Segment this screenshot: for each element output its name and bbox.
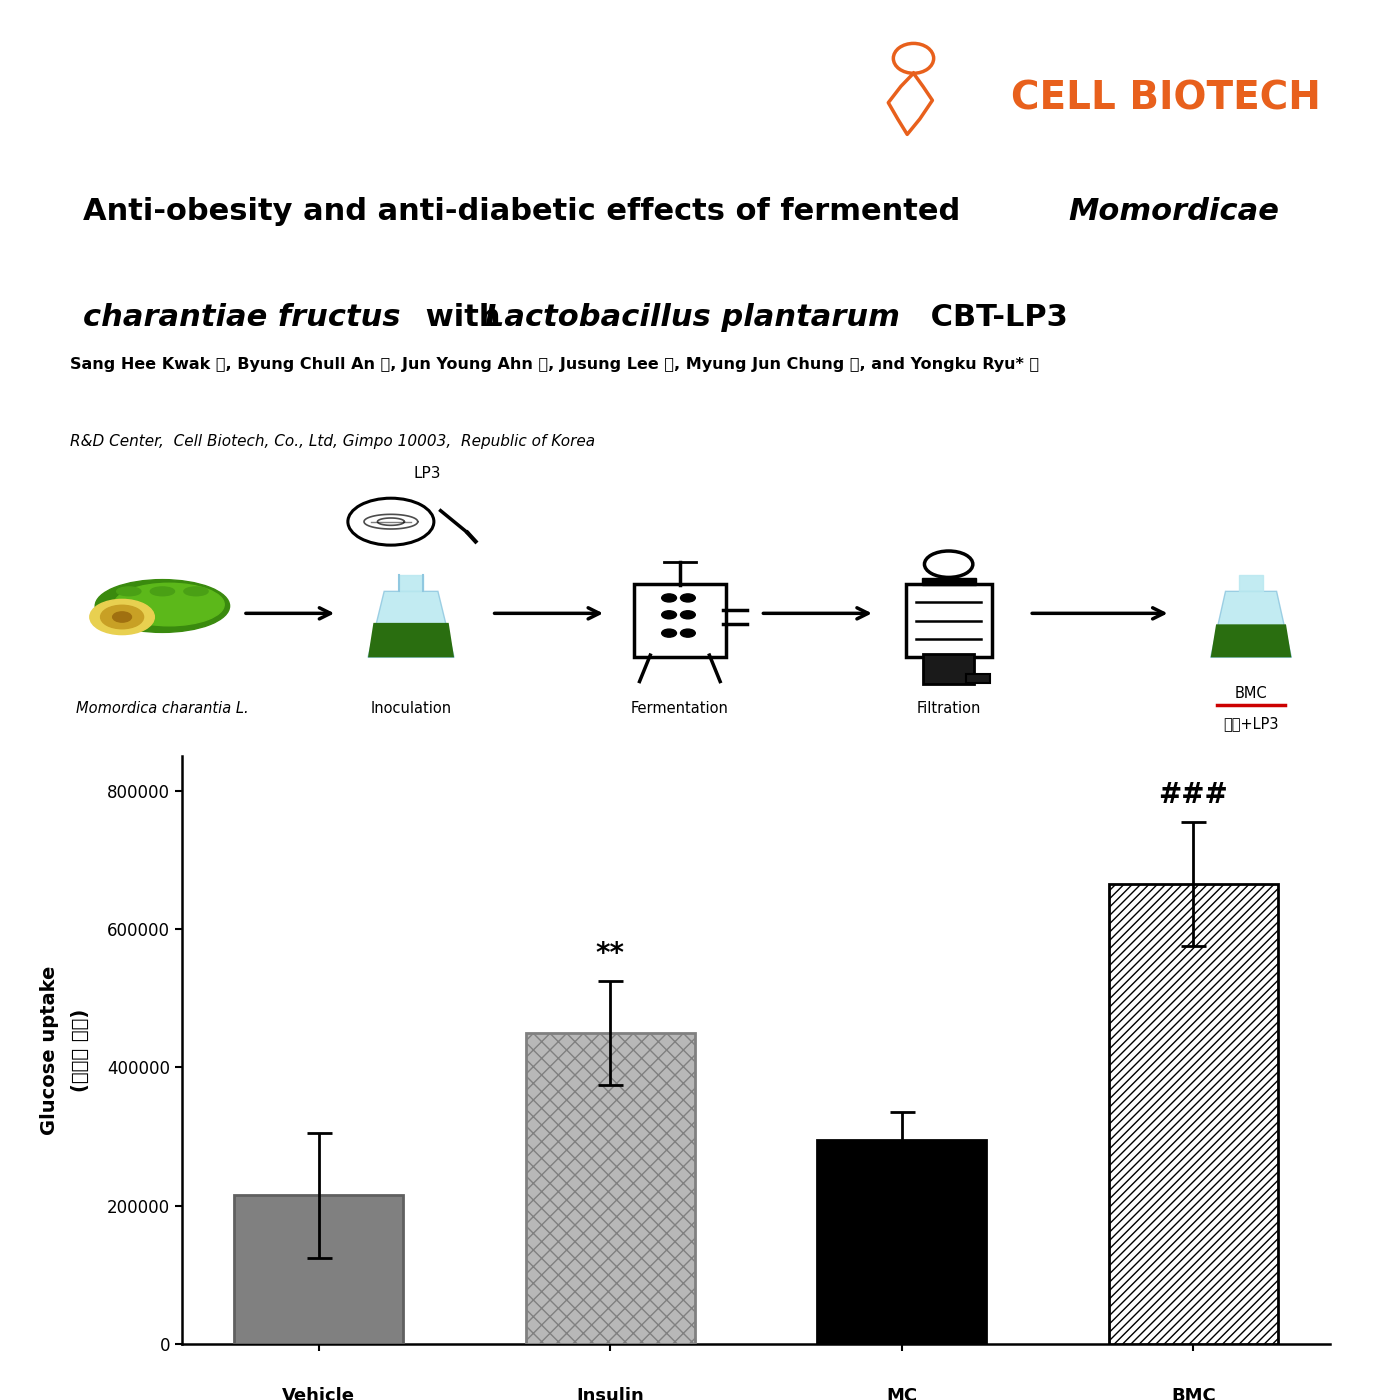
- Polygon shape: [368, 591, 454, 658]
- Circle shape: [90, 599, 154, 634]
- Text: with: with: [416, 302, 511, 332]
- Circle shape: [680, 610, 696, 619]
- Bar: [818, 1140, 986, 1344]
- Circle shape: [662, 594, 676, 602]
- Ellipse shape: [116, 587, 141, 596]
- Ellipse shape: [150, 587, 175, 596]
- Circle shape: [680, 629, 696, 637]
- Circle shape: [680, 594, 696, 602]
- Text: Momordicae: Momordicae: [1068, 197, 1280, 227]
- Text: Sang Hee Kwak ⓘ, Byung Chull An ⓘ, Jun Young Ahn ⓘ, Jusung Lee ⓘ, Myung Jun Chun: Sang Hee Kwak ⓘ, Byung Chull An ⓘ, Jun Y…: [70, 357, 1039, 372]
- Text: BMC: BMC: [1170, 1387, 1215, 1400]
- Text: MC: MC: [886, 1387, 917, 1400]
- Text: R&D Center,  Cell Biotech, Co., Ltd, Gimpo 10003,  Republic of Korea: R&D Center, Cell Biotech, Co., Ltd, Gimp…: [70, 434, 595, 448]
- Circle shape: [662, 610, 676, 619]
- Polygon shape: [1211, 624, 1291, 658]
- Text: Insulin: Insulin: [577, 1387, 644, 1400]
- Text: CELL BIOTECH: CELL BIOTECH: [1011, 78, 1320, 118]
- Text: Vehicle: Vehicle: [283, 1387, 356, 1400]
- Circle shape: [112, 612, 132, 622]
- Text: Fermentation: Fermentation: [631, 701, 729, 717]
- Bar: [966, 675, 990, 683]
- Text: Filtration: Filtration: [917, 701, 981, 717]
- Polygon shape: [368, 623, 454, 658]
- Text: Inoculation: Inoculation: [371, 701, 452, 717]
- FancyBboxPatch shape: [923, 654, 974, 685]
- Bar: [526, 1033, 694, 1344]
- Ellipse shape: [183, 587, 209, 596]
- Text: LP3: LP3: [413, 466, 441, 482]
- Circle shape: [662, 629, 676, 637]
- Bar: [1239, 575, 1263, 591]
- Text: BMC: BMC: [1235, 686, 1267, 701]
- Text: Lactobacillus plantarum: Lactobacillus plantarum: [484, 302, 900, 332]
- Text: **: **: [596, 941, 624, 969]
- Text: 여주+LP3: 여주+LP3: [1224, 715, 1278, 731]
- Bar: [234, 1196, 403, 1344]
- Y-axis label: Glucose uptake
(포도당 흥수): Glucose uptake (포도당 흥수): [41, 966, 91, 1134]
- Ellipse shape: [113, 584, 224, 626]
- Text: CBT-LP3: CBT-LP3: [920, 302, 1068, 332]
- Circle shape: [101, 605, 144, 629]
- FancyBboxPatch shape: [906, 584, 991, 657]
- Ellipse shape: [95, 580, 230, 633]
- Bar: [399, 575, 423, 591]
- Text: Anti-obesity and anti-diabetic effects of fermented: Anti-obesity and anti-diabetic effects o…: [83, 197, 970, 227]
- Polygon shape: [1211, 591, 1291, 658]
- Bar: [1109, 883, 1278, 1344]
- Text: charantiae fructus: charantiae fructus: [83, 302, 400, 332]
- Text: Momordica charantia L.: Momordica charantia L.: [76, 701, 249, 717]
- Bar: [921, 578, 976, 585]
- Text: ###: ###: [1158, 781, 1228, 809]
